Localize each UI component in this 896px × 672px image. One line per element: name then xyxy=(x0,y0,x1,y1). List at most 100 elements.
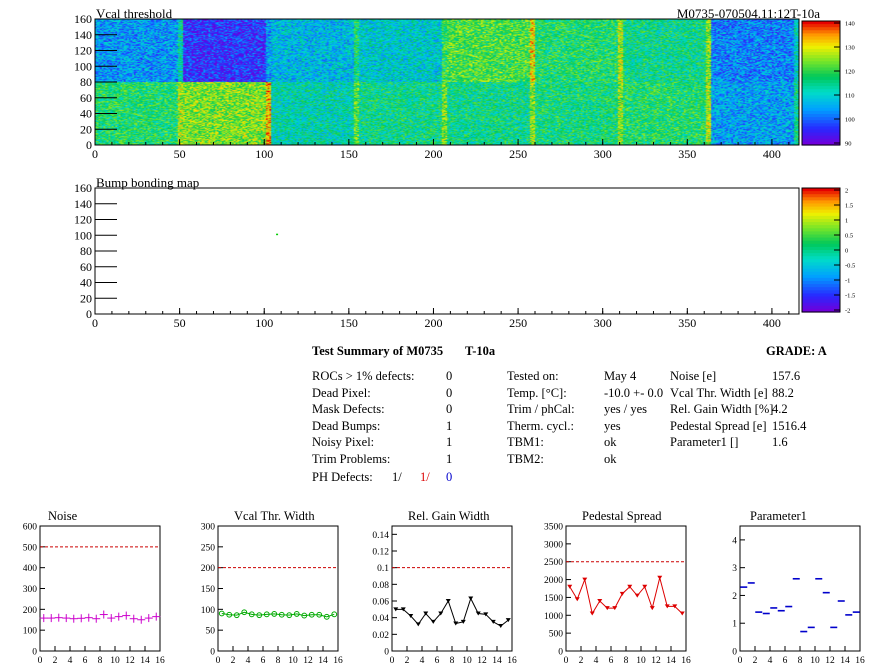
roc-chart-point xyxy=(301,612,308,619)
roc-chart-y-tick-label: 0.14 xyxy=(372,531,389,541)
bump-palette-swatch xyxy=(802,219,840,223)
bump-palette-tick-label: 1 xyxy=(845,218,848,225)
roc-chart-point xyxy=(619,591,625,596)
roc-chart-point xyxy=(271,611,278,617)
roc-chart-x-tick-label: 10 xyxy=(110,656,120,666)
roc-chart-point xyxy=(248,611,255,618)
bump-palette-swatch xyxy=(802,296,840,301)
roc-chart-x-tick-label: 2 xyxy=(405,656,410,666)
roc-chart-point xyxy=(400,607,406,612)
bump-palette-swatch xyxy=(802,194,840,198)
vcal-axis-y-tick-label: 160 xyxy=(74,12,92,26)
roc-chart-point xyxy=(679,611,685,616)
roc-chart-point xyxy=(582,577,588,582)
vcal-palette-swatch xyxy=(802,30,840,34)
vcal-threshold-map: 0 50 100 150 200 250 300 350 4000204060801001201… xyxy=(74,12,800,161)
roc-chart-x-tick-label: 6 xyxy=(261,656,266,666)
bump-color-palette: 2 1.5 1 0.5 0 -0.5 -1 -1.5 -2 xyxy=(801,187,855,315)
vcal-axis-y-tick-label: 100 xyxy=(74,59,92,73)
summary-title: Test Summary of M0735 xyxy=(312,344,444,358)
roc-chart-point xyxy=(144,614,153,623)
vcal-palette-swatch xyxy=(802,79,840,84)
bump-palette-swatch xyxy=(802,203,840,208)
roc-chart-point xyxy=(589,611,595,616)
roc-chart-y-tick-label: 3500 xyxy=(544,523,563,533)
roc-chart-y-tick-label: 500 xyxy=(23,543,38,553)
roc-chart-x-tick-label: 14 xyxy=(840,656,850,666)
roc-chart-y-tick-label: 300 xyxy=(23,585,38,595)
defect-row-label: Mask Defects: xyxy=(312,402,385,416)
bump-palette-swatch xyxy=(802,262,840,267)
bump-axis-y-tick-label: 40 xyxy=(80,276,92,290)
defect-row-value: 1 xyxy=(446,451,453,466)
roc-chart-x-tick-label: 10 xyxy=(636,656,646,666)
bump-palette-swatch xyxy=(802,250,840,254)
roc-chart-point xyxy=(152,612,161,621)
roc-chart-x-tick-label: 12 xyxy=(125,656,135,666)
roc-chart-y-tick-label: 1500 xyxy=(544,594,563,604)
vcal-palette-swatch xyxy=(802,126,840,131)
roc-chart-y-tick-label: 300 xyxy=(201,523,216,533)
roc-chart-point xyxy=(453,621,459,626)
vcal-palette-swatch xyxy=(802,101,840,106)
roc-chart-point xyxy=(286,612,293,619)
roc-chart-y-tick-label: 0 xyxy=(732,648,737,658)
roc-chart-point xyxy=(122,611,131,620)
roc-chart-x-tick-label: 6 xyxy=(783,656,788,666)
roc-chart-x-tick-label: 10 xyxy=(462,656,472,666)
roc-chart-y-tick-label: 0.1 xyxy=(377,564,389,574)
roc-chart-x-tick-label: 8 xyxy=(798,656,803,666)
result-row-label: Vcal Thr. Width [e] xyxy=(670,385,768,400)
roc-chart-y-tick-label: 3000 xyxy=(544,540,563,550)
roc-chart-x-tick-label: 14 xyxy=(318,656,328,666)
vcal-palette-swatch xyxy=(802,89,840,93)
vcal-axis-x-tick-label: 350 xyxy=(678,147,696,161)
bump-palette-swatch xyxy=(802,188,840,192)
roc-chart-y-tick-label: 0.12 xyxy=(372,548,389,558)
vcal-palette-tick-label: 140 xyxy=(845,21,855,28)
roc-chart-point xyxy=(657,575,663,580)
bump-palette-tick-label: 2 xyxy=(845,188,848,195)
vcal-palette-swatch xyxy=(802,76,840,81)
defect-row-value: 0 xyxy=(446,369,453,383)
vcal-palette-tick-label: 120 xyxy=(845,69,855,76)
vcal-axis-y-tick-label: 20 xyxy=(80,122,92,136)
bump-palette-tick-label: 0.5 xyxy=(845,233,853,240)
bump-palette-swatch xyxy=(802,200,840,205)
roc-chart-x-tick-label: 16 xyxy=(507,656,517,666)
roc-chart-x-tick-label: 4 xyxy=(246,656,251,666)
roc-chart-point xyxy=(634,593,640,598)
bump-defect-pixel xyxy=(276,233,279,236)
defect-row-label: ROCs > 1% defects: xyxy=(312,369,415,383)
bump-palette-swatch xyxy=(802,271,840,276)
roc-chart-x-tick-label: 2 xyxy=(579,656,584,666)
roc-chart-x-tick-label: 16 xyxy=(155,656,165,666)
roc-chart-point xyxy=(438,611,444,616)
summary-test-id: T-10a xyxy=(465,344,496,358)
roc-chart-x-tick-label: 14 xyxy=(140,656,150,666)
bump-palette-swatch xyxy=(802,284,840,288)
roc-chart-y-tick-label: 2 xyxy=(732,592,737,602)
ph-defects-label: PH Defects: xyxy=(312,470,373,484)
vcal-palette-swatch xyxy=(802,61,840,65)
ph-defect-value: 1/ xyxy=(420,470,430,484)
roc-chart-point xyxy=(408,614,414,618)
roc-chart-y-tick-label: 0 xyxy=(558,648,563,658)
vcal-palette-swatch xyxy=(802,129,840,134)
defect-row-value: 1 xyxy=(446,435,453,449)
bump-palette-swatch xyxy=(802,259,840,263)
vcal-palette-tick-label: 90 xyxy=(845,141,852,148)
roc-chart-y-tick-label: 50 xyxy=(206,627,216,637)
bump-palette-swatch xyxy=(802,231,840,236)
roc-chart-x-tick-label: 0 xyxy=(738,656,743,666)
roc-chart-y-tick-label: 250 xyxy=(201,543,216,553)
bump-palette-swatch xyxy=(802,237,840,242)
roc-chart-x-tick-label: 2 xyxy=(53,656,58,666)
bump-palette-swatch xyxy=(802,302,840,307)
vcal-palette-swatch xyxy=(802,141,840,146)
bump-palette-swatch xyxy=(802,265,840,270)
vcal-palette-swatch xyxy=(802,110,840,115)
vcal-axis-x-tick-label: 300 xyxy=(594,147,612,161)
vcal-map-title: Vcal threshold xyxy=(96,6,173,21)
roc-chart-point xyxy=(323,613,330,620)
